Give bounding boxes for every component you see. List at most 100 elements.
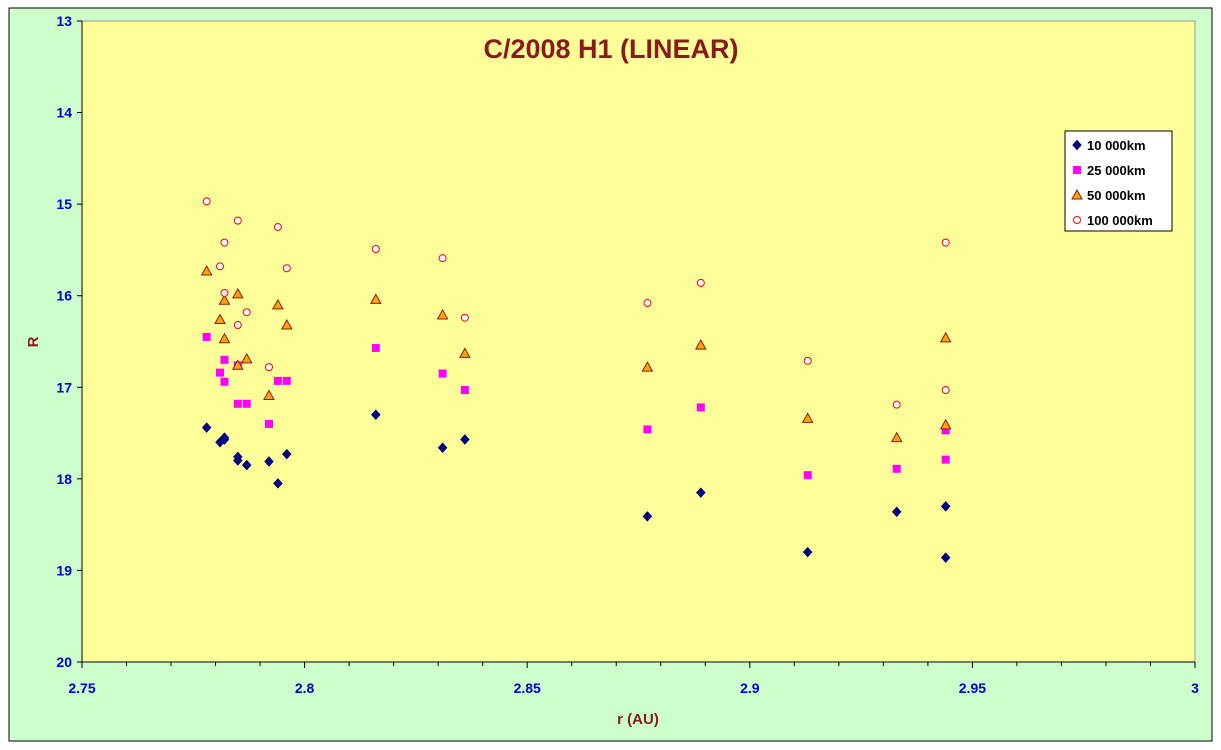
data-point-series-1 [370, 409, 381, 421]
data-point-series-1 [264, 456, 274, 467]
data-point-series-4 [941, 386, 950, 395]
x-tick-label: 2.8 [295, 680, 315, 696]
data-point-series-4 [233, 216, 242, 225]
data-point-series-1 [460, 434, 470, 445]
data-point-series-2 [460, 386, 469, 395]
legend-marker [1071, 188, 1083, 200]
data-point-series-3 [214, 313, 226, 325]
data-point-series-2 [643, 425, 652, 434]
data-point-series-3 [231, 359, 244, 370]
y-tick-label: 15 [56, 196, 72, 212]
data-point-series-1 [891, 506, 902, 518]
y-tick-label: 17 [56, 379, 72, 395]
data-point-series-2 [242, 399, 251, 408]
data-point-series-3 [436, 308, 449, 320]
data-point-series-2 [273, 376, 282, 385]
data-point-series-1 [241, 459, 252, 471]
legend-marker [1073, 216, 1081, 224]
data-point-series-3 [890, 431, 903, 443]
data-point-series-1 [232, 455, 243, 466]
data-point-series-4 [202, 197, 211, 206]
data-point-series-4 [643, 299, 652, 308]
legend-marker [1073, 166, 1081, 174]
data-point-series-4 [892, 400, 901, 409]
data-point-series-3 [231, 287, 244, 299]
legend-label: 100 000km [1087, 213, 1153, 228]
data-point-series-4 [282, 264, 291, 273]
data-point-series-4 [216, 262, 225, 271]
legend-label: 25 000km [1087, 163, 1146, 178]
x-tick-label: 2.75 [68, 680, 95, 696]
data-points [200, 197, 952, 563]
data-point-series-3 [801, 412, 814, 423]
data-point-series-2 [220, 377, 229, 386]
data-point-series-1 [273, 478, 283, 489]
data-point-series-3 [939, 331, 952, 343]
data-point-series-3 [694, 339, 707, 350]
data-point-series-4 [264, 363, 273, 372]
data-point-series-4 [233, 321, 242, 330]
y-tick-label: 18 [56, 471, 72, 487]
x-axis-title: r (AU) [617, 711, 659, 728]
data-point-series-2 [202, 332, 211, 341]
data-point-series-4 [438, 254, 447, 263]
data-point-series-4 [242, 308, 251, 317]
data-point-series-1 [642, 511, 653, 522]
data-point-series-1 [695, 487, 706, 498]
axes: 13 14 15 16 17 18 19 20 2.75 2.8 2.85 2.9 2.95 3 [56, 13, 1199, 696]
data-point-series-4 [220, 238, 229, 247]
data-point-series-3 [218, 332, 231, 344]
data-point-series-2 [233, 399, 242, 408]
data-point-series-2 [438, 369, 447, 378]
data-point-series-2 [941, 426, 950, 435]
data-point-series-2 [371, 343, 380, 352]
data-point-series-3 [459, 347, 471, 358]
data-point-series-2 [216, 368, 225, 377]
data-point-series-3 [280, 318, 293, 330]
data-point-series-3 [263, 389, 275, 401]
data-point-series-4 [273, 223, 282, 232]
y-tick-label: 20 [56, 654, 72, 670]
y-tick-label: 14 [56, 105, 72, 121]
legend-label: 10 000km [1087, 138, 1146, 153]
data-point-series-1 [437, 442, 448, 454]
data-point-series-3 [369, 293, 382, 304]
x-tick-label: 2.85 [514, 680, 541, 696]
data-point-series-2 [220, 355, 229, 364]
data-point-series-3 [272, 298, 284, 310]
data-point-series-4 [803, 356, 812, 365]
x-tick-label: 2.95 [959, 680, 986, 696]
legend-marker [1072, 139, 1082, 151]
data-point-series-2 [892, 464, 901, 473]
y-tick-label: 19 [56, 562, 72, 578]
y-tick-label: 16 [56, 288, 72, 304]
data-point-series-1 [940, 552, 951, 563]
data-point-series-1 [201, 422, 212, 433]
chart-title: C/2008 H1 (LINEAR) [483, 34, 738, 64]
data-point-series-3 [200, 264, 213, 276]
data-point-series-1 [281, 448, 292, 460]
data-point-series-3 [939, 418, 952, 430]
data-point-series-4 [941, 238, 950, 247]
y-tick-label: 13 [56, 13, 72, 29]
data-point-series-4 [696, 278, 705, 287]
data-point-series-1 [940, 500, 951, 512]
data-point-series-2 [941, 455, 950, 464]
x-tick-label: 2.9 [740, 680, 760, 696]
legend-label: 50 000km [1087, 188, 1146, 203]
data-point-series-3 [641, 361, 654, 372]
data-point-series-2 [264, 419, 273, 428]
data-point-series-4 [371, 245, 380, 254]
data-point-series-1 [219, 432, 230, 444]
data-point-series-4 [460, 313, 469, 322]
x-tick-label: 3 [1191, 680, 1199, 696]
data-point-series-3 [218, 294, 231, 305]
data-point-series-2 [696, 403, 705, 412]
data-point-series-2 [282, 376, 291, 385]
data-point-series-3 [240, 352, 253, 364]
data-point-series-4 [220, 288, 229, 297]
data-point-series-1 [802, 546, 813, 558]
legend-box [1064, 130, 1173, 232]
